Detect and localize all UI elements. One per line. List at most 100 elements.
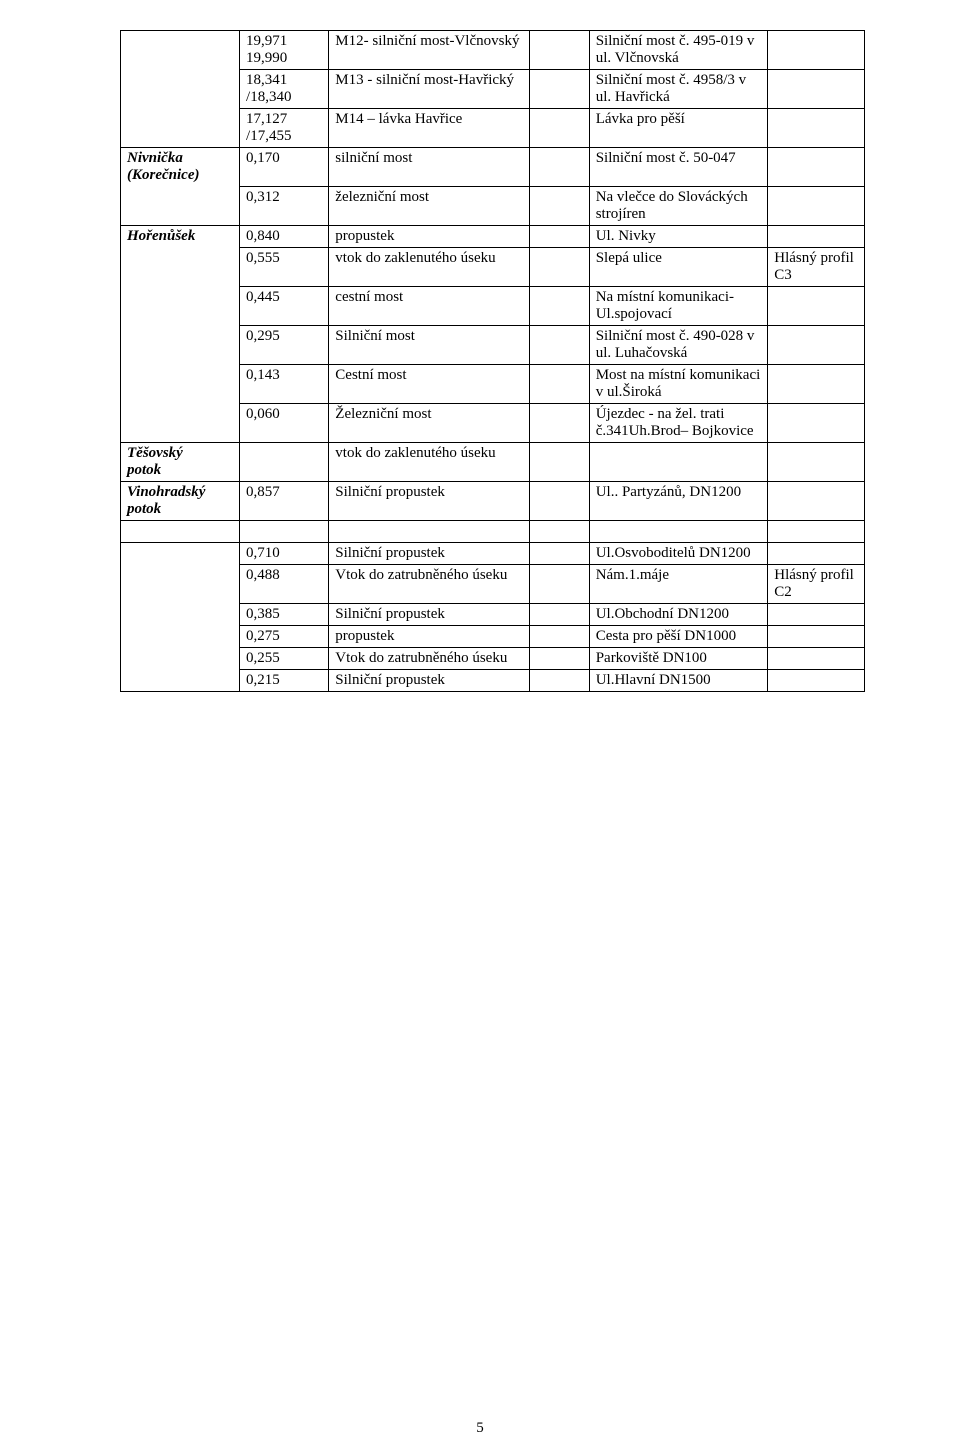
cell-empty <box>530 31 590 70</box>
cell-empty <box>530 542 590 564</box>
table-row: 0,143Cestní most Most na místní komunikac… <box>121 364 865 403</box>
cell-object: Silniční most <box>329 325 530 364</box>
cell-km: 0,170 <box>240 148 329 187</box>
cell-object: silniční most <box>329 148 530 187</box>
table-row: 0,312železniční mostNa vlečce do Slováck… <box>121 186 865 225</box>
cell-name: Nivnička(Korečnice) <box>121 148 240 187</box>
cell-note <box>768 225 865 247</box>
table-row: 19,97119,990M12- silniční most-Vlčnovský… <box>121 31 865 70</box>
cell-note <box>768 286 865 325</box>
cell-empty <box>530 364 590 403</box>
cell-note <box>768 70 865 109</box>
cell-name <box>121 109 240 148</box>
cell-empty <box>530 225 590 247</box>
cell-name: Hořenůšek <box>121 225 240 247</box>
cell-note <box>768 403 865 442</box>
cell-location: Silniční most č. 50-047 <box>589 148 768 187</box>
cell-object: Cestní most <box>329 364 530 403</box>
cell-location: Újezdec - na žel. trati č.341Uh.Brod– Bo… <box>589 403 768 442</box>
cell-location: Ul.. Partyzánů, DN1200 <box>589 481 768 520</box>
cell-km: 0,488 <box>240 564 329 603</box>
cell-location: Na vlečce do Slováckých strojíren <box>589 186 768 225</box>
document-page: 19,97119,990M12- silniční most-Vlčnovský… <box>0 0 960 1455</box>
cell-empty <box>530 186 590 225</box>
cell-km: 17,127/17,455 <box>240 109 329 148</box>
cell-empty <box>530 109 590 148</box>
cell-empty <box>530 669 590 691</box>
cell-note <box>768 186 865 225</box>
table-row: Těšovskýpotok vtok do zaklenutého úseku <box>121 442 865 481</box>
cell-object: Silniční propustek <box>329 542 530 564</box>
table-row: 0,488Vtok do zatrubněného úsekuNám.1.máj… <box>121 564 865 603</box>
cell-km <box>240 442 329 481</box>
table-row: 18,341/18,340M13 - silniční most-Havřick… <box>121 70 865 109</box>
cell-name <box>121 542 240 564</box>
cell-empty <box>530 325 590 364</box>
cell-empty <box>530 481 590 520</box>
cell-location: Na místní komunikaci-Ul.spojovací <box>589 286 768 325</box>
cell-km: 0,255 <box>240 647 329 669</box>
table-row: Hořenůšek0,840propustekUl. Nivky <box>121 225 865 247</box>
cell-name <box>121 364 240 403</box>
cell-object: M14 – lávka Havřice <box>329 109 530 148</box>
cell-object: železniční most <box>329 186 530 225</box>
cell-empty <box>530 286 590 325</box>
cell-object: vtok do zaklenutého úseku <box>329 247 530 286</box>
cell-location: Nám.1.máje <box>589 564 768 603</box>
cell-object: Silniční propustek <box>329 669 530 691</box>
cell-note <box>768 31 865 70</box>
cell-location: Parkoviště DN100 <box>589 647 768 669</box>
cell-empty <box>530 625 590 647</box>
cell-name: Vinohradskýpotok <box>121 481 240 520</box>
page-number: 5 <box>0 1420 960 1437</box>
cell-note <box>768 669 865 691</box>
cell-name <box>121 603 240 625</box>
cell-km: 18,341/18,340 <box>240 70 329 109</box>
cell-km: 0,710 <box>240 542 329 564</box>
table-row <box>121 520 865 542</box>
cell-location: Silniční most č. 490-028 v ul. Luhačovsk… <box>589 325 768 364</box>
cell-km: 0,857 <box>240 481 329 520</box>
cell-object: M12- silniční most-Vlčnovský <box>329 31 530 70</box>
cell-note <box>768 148 865 187</box>
cell-note <box>768 109 865 148</box>
cell-km: 0,555 <box>240 247 329 286</box>
cell-name <box>121 31 240 70</box>
table-row: 0,555vtok do zaklenutého úseku Slepá ulic… <box>121 247 865 286</box>
cell-object: vtok do zaklenutého úseku <box>329 442 530 481</box>
cell-object: M13 - silniční most-Havřický <box>329 70 530 109</box>
cell-empty <box>530 403 590 442</box>
cell-object: Vtok do zatrubněného úseku <box>329 647 530 669</box>
table-row: Vinohradskýpotok0,857Silniční propustekU… <box>121 481 865 520</box>
cell-note: Hlásný profil C3 <box>768 247 865 286</box>
cell-name <box>121 647 240 669</box>
table-row: 0,215Silniční propustekUl.Hlavní DN1500 <box>121 669 865 691</box>
cell-location: Most na místní komunikaci v ul.Široká <box>589 364 768 403</box>
cell-km: 19,97119,990 <box>240 31 329 70</box>
cell-name <box>121 247 240 286</box>
cell-km: 0,385 <box>240 603 329 625</box>
cell-name <box>121 286 240 325</box>
cell-km: 0,295 <box>240 325 329 364</box>
cell-empty <box>530 603 590 625</box>
cell-object: propustek <box>329 225 530 247</box>
cell-empty <box>530 148 590 187</box>
cell-km: 0,143 <box>240 364 329 403</box>
cell-empty <box>530 70 590 109</box>
cell-note <box>768 364 865 403</box>
table-row: 0,255Vtok do zatrubněného úseku Parkovišt… <box>121 647 865 669</box>
cell-name <box>121 625 240 647</box>
cell-note <box>768 481 865 520</box>
cell-object: cestní most <box>329 286 530 325</box>
cell-km: 0,215 <box>240 669 329 691</box>
cell-location: Ul.Obchodní DN1200 <box>589 603 768 625</box>
table-row: 17,127/17,455M14 – lávka HavřiceLávka pr… <box>121 109 865 148</box>
cell-km: 0,275 <box>240 625 329 647</box>
cell-location: Slepá ulice <box>589 247 768 286</box>
cell-name <box>121 70 240 109</box>
cell-name: Těšovskýpotok <box>121 442 240 481</box>
table-row: 0,710Silniční propustekUl.Osvoboditelů D… <box>121 542 865 564</box>
table-row: 0,445cestní mostNa místní komunikaci-Ul.… <box>121 286 865 325</box>
cell-note <box>768 603 865 625</box>
cell-empty <box>530 647 590 669</box>
